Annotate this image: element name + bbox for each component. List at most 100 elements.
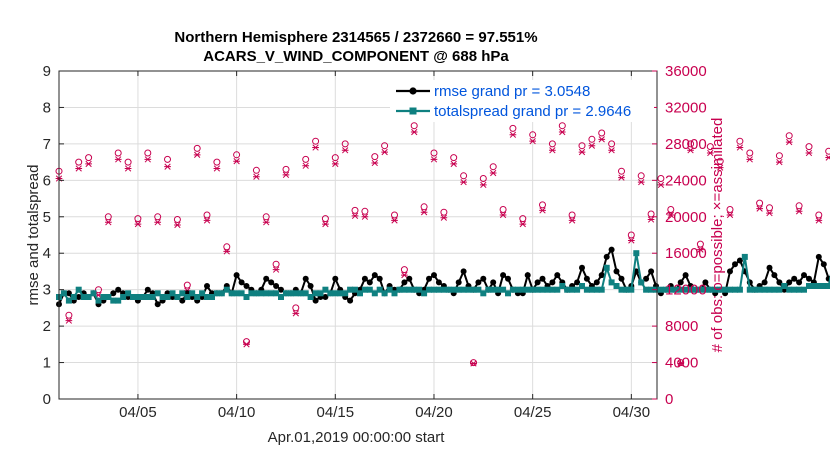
totalspread-point [593,286,600,293]
totalspread-point [657,286,664,293]
assimilated-obs-marker [519,220,527,228]
totalspread-point [741,253,748,260]
rmse-point [820,261,827,268]
totalspread-point [287,290,294,297]
totalspread-point [801,286,807,293]
possible-obs-marker [391,211,398,219]
totalspread-point [386,286,393,293]
rmse-point [613,268,620,275]
rmse-point [475,279,482,286]
y-left-tick-label: 3 [43,282,51,299]
rmse-point [460,268,467,275]
totalspread-point [268,290,275,297]
rmse-point [204,283,210,289]
totalspread-point [95,297,102,304]
possible-obs-marker [766,204,773,212]
totalspread-point [248,290,255,297]
y-axis-right-label: # of obs: o=possible; ×=assimilated [709,118,726,353]
totalspread-point [588,286,595,293]
totalspread-point [169,290,176,297]
totalspread-point [682,286,689,293]
possible-obs-marker [371,153,379,161]
totalspread-point [302,290,309,297]
assimilated-obs-marker [154,219,162,226]
rmse-point [490,279,497,286]
assimilated-obs-marker [756,205,763,212]
assimilated-obs-marker [371,159,379,167]
possible-obs-marker [815,211,823,219]
totalspread-point [435,286,442,293]
totalspread-point [445,286,452,293]
rmse-point [263,275,270,282]
possible-obs-marker [687,140,695,148]
totalspread-point [80,294,87,300]
totalspread-point [258,290,265,297]
possible-obs-marker [519,215,527,223]
possible-obs-marker [598,129,606,137]
totalspread-point [110,297,117,304]
totalspread-point [164,294,171,300]
totalspread-point [638,279,645,286]
totalspread-point [125,290,132,297]
x-tick-label: 04/30 [613,404,651,421]
y-left-tick-label: 9 [43,63,51,80]
rmse-point [643,275,650,282]
rmse-point [554,272,561,279]
rmse-point [115,286,122,293]
assimilated-obs-marker [627,237,635,244]
assimilated-obs-marker [302,162,310,169]
assimilated-obs-marker [331,160,339,168]
totalspread-point [189,290,196,297]
totalspread-point [796,286,803,293]
totalspread-point [411,286,418,293]
totalspread-point [283,290,289,297]
totalspread-point [549,286,556,293]
assimilated-obs-marker [766,209,773,217]
possible-obs-marker [154,213,162,221]
rmse-point [376,275,383,282]
rmse-point [766,264,773,271]
possible-obs-marker [114,149,122,157]
assimilated-obs-marker [499,211,507,219]
totalspread-point [732,286,738,293]
totalspread-point [209,294,215,300]
totalspread-point [144,294,151,300]
assimilated-obs-marker [322,220,329,228]
possible-obs-marker [183,281,191,289]
rmse-point [435,279,442,286]
legend-rmse-label: rmse grand pr = 3.0548 [434,83,590,100]
assimilated-obs-marker [85,160,92,168]
assimilated-obs-marker [391,217,398,224]
rmse-point [806,275,812,282]
totalspread-point [618,286,625,293]
plot-frame [58,70,658,400]
rmse-point [322,294,329,300]
totalspread-point [149,294,156,300]
totalspread-point [524,286,531,293]
totalspread-point [662,286,669,293]
possible-obs-marker [104,213,112,221]
totalspread-point [633,250,640,257]
possible-obs-marker [302,155,310,163]
totalspread-point [292,290,299,297]
totalspread-point [702,286,709,293]
totalspread-point [623,286,630,293]
rmse-point [761,279,768,286]
y-left-tick-label: 1 [43,355,51,372]
rmse-point [539,275,546,282]
assimilated-obs-marker [687,147,694,154]
rmse-point [771,272,778,279]
possible-obs-marker [558,122,566,130]
assimilated-obs-marker [618,174,625,181]
totalspread-point [213,290,220,297]
assimilated-obs-marker [529,138,537,145]
chart-title-line1: Northern Hemisphere 2314565 / 2372660 = … [174,29,537,46]
possible-obs-marker [233,151,241,159]
possible-obs-marker [667,206,675,213]
totalspread-point [608,279,615,286]
assimilated-obs-marker [746,156,754,163]
possible-obs-marker [252,166,260,174]
possible-obs-marker [144,149,152,157]
rmse-point [603,253,610,260]
rmse-point [312,297,319,304]
